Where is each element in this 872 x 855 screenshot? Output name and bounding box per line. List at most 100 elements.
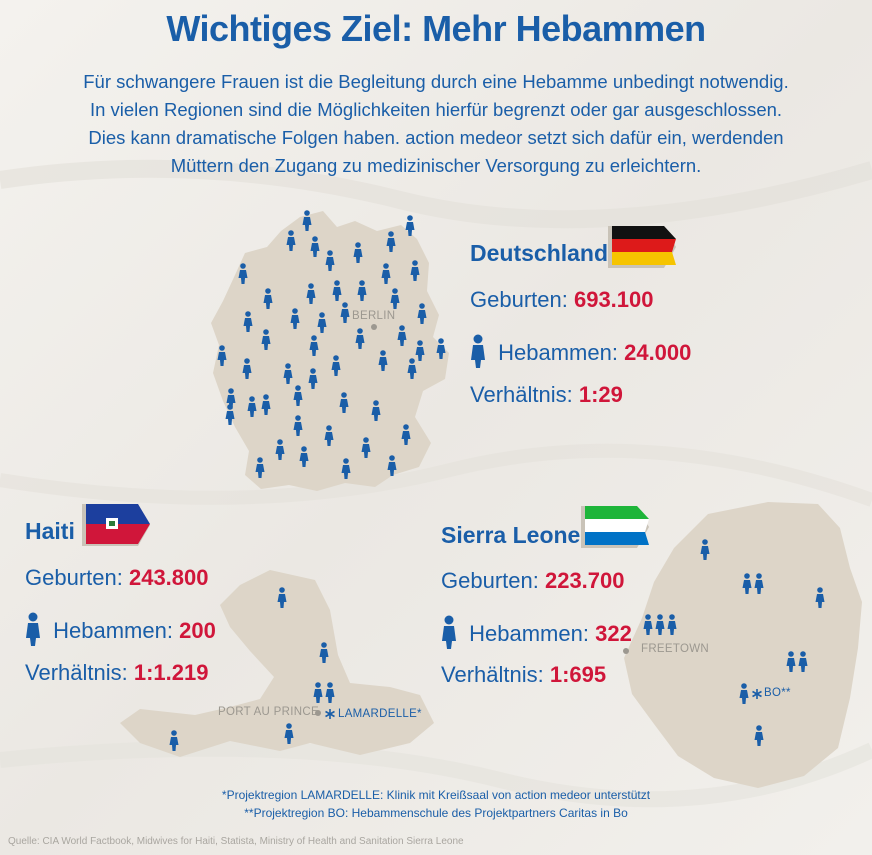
woman-icon (306, 283, 316, 304)
germany-flag-icon (608, 226, 676, 268)
woman-icon (386, 231, 396, 252)
woman-icon (739, 683, 749, 704)
woman-icon (407, 358, 417, 379)
project-label-lamardelle: LAMARDELLE* (338, 708, 422, 720)
woman-icon (341, 458, 351, 479)
country-name-haiti: Haiti (25, 518, 75, 544)
woman-icon (401, 424, 411, 445)
woman-icon (786, 651, 796, 672)
woman-icon (371, 400, 381, 421)
woman-icon (325, 250, 335, 271)
woman-icon (387, 455, 397, 476)
city-dot-icon (371, 324, 377, 330)
germany-ratio-value: 1:29 (578, 382, 623, 407)
woman-icon (317, 312, 327, 333)
woman-icon (309, 335, 319, 356)
woman-icon (286, 230, 296, 251)
intro-text: Für schwangere Frauen ist die Begleitung… (60, 68, 812, 180)
footnote-lamardelle: *Projektregion LAMARDELLE: Klinik mit Kr… (221, 788, 651, 802)
germany-midwives: Hebammen: 24.000 (470, 334, 691, 368)
sierra-leone-births: Geburten: 223.700 (441, 568, 625, 593)
capital-label-freetown: FREETOWN (641, 643, 709, 655)
woman-icon (319, 642, 329, 663)
woman-icon (340, 302, 350, 323)
woman-icon (667, 614, 677, 635)
woman-icon (275, 439, 285, 460)
haiti-births-value: 243.800 (128, 565, 209, 590)
woman-icon (415, 340, 425, 361)
haiti-map (120, 570, 434, 757)
sierra-leone-ratio-value: 1:695 (549, 662, 607, 687)
woman-icon (357, 280, 367, 301)
sierra-leone-map (624, 502, 862, 788)
woman-icon (283, 363, 293, 384)
woman-icon (742, 573, 752, 594)
woman-icon (217, 345, 227, 366)
woman-icon (405, 215, 415, 236)
woman-icon (417, 303, 427, 324)
woman-icon (361, 437, 371, 458)
woman-icon (26, 612, 40, 646)
woman-icon (381, 263, 391, 284)
woman-icon (815, 587, 825, 608)
haiti-ratio-value: 1:1.219 (133, 660, 209, 685)
woman-icon (255, 457, 265, 478)
country-name-sierra-leone: Sierra Leone (441, 522, 581, 548)
woman-icon (471, 334, 485, 368)
woman-icon (339, 392, 349, 413)
woman-icon (263, 288, 273, 309)
woman-icon (302, 210, 312, 231)
page-title: Wichtiges Ziel: Mehr Hebammen (166, 8, 706, 49)
intro-line: In vielen Regionen sind die Möglichkeite… (89, 99, 783, 120)
capital-label-berlin: BERLIN (352, 310, 396, 322)
haiti-midwives: Hebammen: 200 (25, 612, 216, 646)
sierra-leone-midwives-value: 322 (595, 621, 632, 646)
sierra-leone-ratio: Verhältnis: 1:695 (441, 662, 607, 687)
woman-icon (643, 614, 653, 635)
woman-icon (397, 325, 407, 346)
woman-icon (313, 682, 323, 703)
woman-icon (247, 396, 257, 417)
city-dot-icon (315, 710, 321, 716)
haiti-ratio: Verhältnis: 1:1.219 (25, 660, 209, 685)
country-name-germany: Deutschland (470, 240, 609, 266)
woman-icon (700, 539, 710, 560)
woman-icon (277, 587, 287, 608)
woman-icon (324, 425, 334, 446)
intro-line: Für schwangere Frauen ist die Begleitung… (83, 71, 789, 92)
sierra-leone-midwives: Hebammen: 322 (441, 615, 632, 649)
woman-icon (243, 311, 253, 332)
woman-icon (655, 614, 665, 635)
haiti-births: Geburten: 243.800 (25, 565, 209, 590)
woman-icon (299, 446, 309, 467)
asterisk-icon (752, 689, 762, 699)
germany-map (211, 211, 449, 491)
woman-icon (261, 394, 271, 415)
woman-icon (390, 288, 400, 309)
asterisk-icon (325, 709, 335, 719)
woman-icon (410, 260, 420, 281)
woman-icon (754, 573, 764, 594)
woman-icon (331, 355, 341, 376)
germany-midwives-value: 24.000 (624, 340, 692, 365)
haiti-midwives-value: 200 (179, 618, 216, 643)
germany-births: Geburten: 693.100 (470, 287, 654, 312)
woman-icon (355, 328, 365, 349)
woman-icon (798, 651, 808, 672)
woman-icon (436, 338, 446, 359)
woman-icon (242, 358, 252, 379)
woman-icon (226, 388, 236, 409)
woman-icon (238, 263, 248, 284)
woman-icon (293, 385, 303, 406)
germany-ratio: Verhältnis: 1:29 (470, 382, 623, 407)
intro-line: Dies kann dramatische Folgen haben. acti… (88, 127, 784, 148)
sierra-leone-births-value: 223.700 (544, 568, 625, 593)
woman-icon (442, 615, 456, 649)
source-note: Quelle: CIA World Factbook, Midwives for… (8, 836, 464, 847)
woman-icon (353, 242, 363, 263)
woman-icon (169, 730, 179, 751)
woman-icon (225, 404, 235, 425)
woman-icon (310, 236, 320, 257)
haiti-flag-icon (82, 504, 150, 546)
